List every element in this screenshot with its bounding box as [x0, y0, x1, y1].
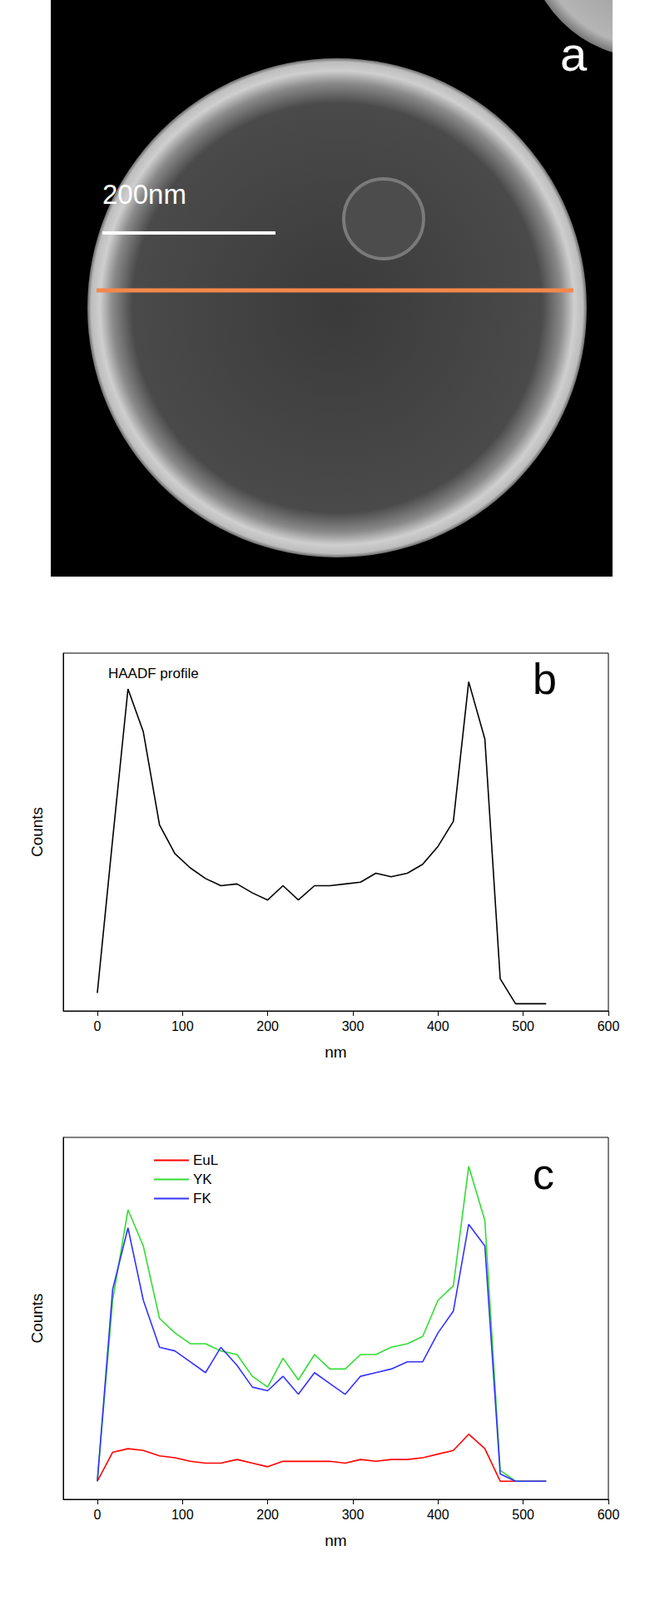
svg-text:FK: FK	[193, 1190, 212, 1207]
svg-text:200: 200	[256, 1508, 279, 1523]
svg-text:300: 300	[342, 1019, 365, 1034]
svg-text:0: 0	[93, 1019, 101, 1034]
svg-text:400: 400	[426, 1019, 450, 1034]
svg-text:b: b	[532, 654, 557, 704]
svg-text:nm: nm	[324, 1532, 347, 1550]
svg-text:500: 500	[511, 1508, 535, 1523]
svg-text:a: a	[560, 26, 588, 81]
svg-text:400: 400	[426, 1508, 450, 1523]
svg-text:EuL: EuL	[193, 1152, 219, 1169]
svg-text:HAADF profile: HAADF profile	[108, 665, 199, 682]
svg-text:200nm: 200nm	[102, 178, 187, 210]
svg-text:500: 500	[511, 1019, 535, 1034]
svg-text:300: 300	[342, 1508, 365, 1523]
svg-text:Counts: Counts	[28, 807, 46, 858]
svg-text:Counts: Counts	[28, 1293, 46, 1344]
svg-text:c: c	[532, 1150, 555, 1199]
svg-text:600: 600	[597, 1508, 621, 1523]
svg-text:600: 600	[597, 1019, 621, 1034]
svg-text:100: 100	[171, 1019, 194, 1034]
svg-text:YK: YK	[193, 1171, 213, 1188]
svg-text:0: 0	[93, 1508, 101, 1523]
svg-text:200: 200	[256, 1019, 279, 1034]
svg-text:nm: nm	[324, 1043, 347, 1062]
svg-text:100: 100	[171, 1508, 194, 1523]
